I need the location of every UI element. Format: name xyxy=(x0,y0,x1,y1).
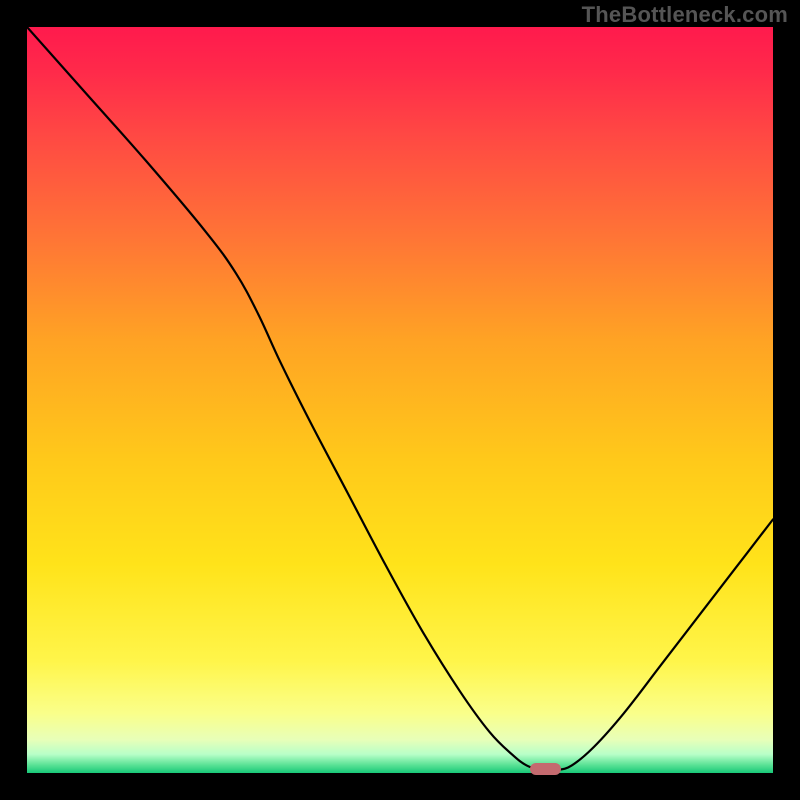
plot-area xyxy=(27,27,773,773)
bottleneck-curve xyxy=(27,27,773,773)
watermark-text: TheBottleneck.com xyxy=(582,2,788,28)
optimal-marker xyxy=(530,763,561,775)
